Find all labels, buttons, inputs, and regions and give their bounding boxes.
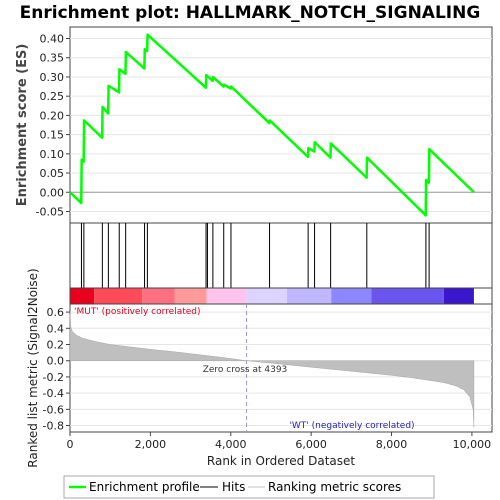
legend-ranking-label: Ranking metric scores xyxy=(268,480,401,494)
es-panel: -0.05 0.00 0.05 0.10 0.15 0.20 0.25 0.30 0.35 0.4… xyxy=(15,26,493,224)
x-tick-label: 0 xyxy=(67,438,74,451)
metric-y-ticks: -0.8 -0.6 -0.4 -0.2 0.0 0.2 0.4 0.6 xyxy=(43,306,70,433)
metric-y-tick-label: -0.2 xyxy=(43,371,64,384)
x-axis-label: Rank in Ordered Dataset xyxy=(207,454,355,468)
es-y-tick-label: 0.00 xyxy=(40,186,65,199)
es-y-tick-label: 0.25 xyxy=(40,90,65,103)
es-plot-frame xyxy=(69,26,493,224)
color-bar-segment xyxy=(287,288,332,304)
color-bar-segment xyxy=(174,288,207,304)
color-bar-segment xyxy=(206,288,247,304)
metric-x-ticks: 0 2,000 4,000 6,000 8,000 10,000 xyxy=(67,432,492,451)
rank-color-bar xyxy=(69,287,493,305)
metric-y-tick-label: 0.4 xyxy=(47,322,65,335)
x-tick-label: 4,000 xyxy=(215,438,247,451)
metric-gridlines xyxy=(70,311,492,427)
x-tick-label: 2,000 xyxy=(135,438,167,451)
es-y-axis-label: Enrichment score (ES) xyxy=(15,44,30,207)
x-tick-label: 6,000 xyxy=(295,438,327,451)
chart-title: Enrichment plot: HALLMARK_NOTCH_SIGNALIN… xyxy=(20,3,481,23)
color-bar-segment xyxy=(142,288,175,304)
annotation-wt: 'WT' (negatively correlated) xyxy=(289,421,414,431)
es-y-ticks: -0.05 0.00 0.05 0.10 0.15 0.20 0.25 0.30 0.35 0.4… xyxy=(36,33,70,218)
metric-y-tick-label: -0.6 xyxy=(43,403,64,416)
color-bar-segments xyxy=(70,288,474,304)
metric-y-axis-label: Ranked list metric (Signal2Noise) xyxy=(26,268,40,467)
metric-y-tick-label: 0.6 xyxy=(47,306,65,319)
legend: Enrichment profile Hits Ranking metric s… xyxy=(63,475,435,499)
color-bar-segment xyxy=(371,288,444,304)
color-bar-segment xyxy=(70,288,95,304)
x-tick-label: 10,000 xyxy=(453,438,492,451)
metric-y-tick-label: 0.2 xyxy=(47,339,65,352)
color-bar-segment xyxy=(331,288,372,304)
legend-hits-label: Hits xyxy=(222,480,245,494)
metric-y-tick-label: -0.8 xyxy=(43,420,64,433)
es-y-tick-label: 0.10 xyxy=(40,148,65,161)
es-y-tick-label: 0.35 xyxy=(40,52,65,65)
x-tick-label: 8,000 xyxy=(376,438,408,451)
es-y-tick-label: 0.40 xyxy=(40,33,65,46)
color-bar-segment xyxy=(443,288,474,304)
ranking-metric-area xyxy=(69,313,475,428)
legend-enrichment-label: Enrichment profile xyxy=(89,480,200,494)
hits-frame xyxy=(69,222,493,289)
annotation-mut: 'MUT' (positively correlated) xyxy=(74,307,201,317)
es-y-tick-label: 0.15 xyxy=(40,129,65,142)
annotation-zero-cross: Zero cross at 4393 xyxy=(203,365,288,375)
metric-y-tick-label: -0.4 xyxy=(43,387,64,400)
es-y-tick-label: 0.20 xyxy=(40,109,65,122)
metric-y-tick-label: 0.0 xyxy=(47,355,65,368)
es-y-tick-label: 0.05 xyxy=(40,167,65,180)
es-y-tick-label: -0.05 xyxy=(36,205,64,218)
color-bar-segment xyxy=(246,288,288,304)
color-bar-segment xyxy=(94,288,143,304)
enrichment-profile-line xyxy=(69,33,475,217)
hits-panel xyxy=(69,222,493,289)
es-y-tick-label: 0.30 xyxy=(40,71,65,84)
hit-markers xyxy=(80,223,430,288)
metric-panel: -0.8 -0.6 -0.4 -0.2 0.0 0.2 0.4 0.6 0 2,000 4,000… xyxy=(26,268,493,468)
